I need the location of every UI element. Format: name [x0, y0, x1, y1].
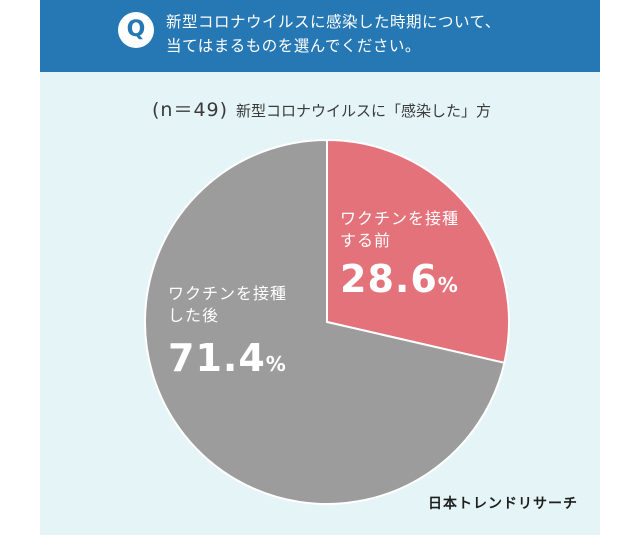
slice-value-before: 28.6% [340, 257, 459, 301]
pie-chart [144, 138, 510, 505]
slice-value-after-number: 71.4 [168, 336, 266, 380]
slice-label-after: ワクチンを接種 した後 [168, 284, 288, 325]
brand-logo-text: 日本トレンドリサーチ [428, 496, 578, 512]
slice-label-before: ワクチンを接種 する前 [340, 209, 460, 250]
slice-value-after-unit: % [265, 352, 287, 376]
question-badge: Q [118, 12, 154, 48]
infographic-card: Q 新型コロナウイルスに感染した時期について、 当てはまるものを選んでください。… [40, 0, 600, 535]
pie-slice-after-vaccination [144, 138, 506, 505]
slice-value-before-unit: % [437, 273, 459, 297]
slice-value-after: 71.4% [168, 336, 287, 380]
respondent-group-label: 新型コロナウイルスに「感染した」方 [236, 102, 492, 120]
question-header: Q 新型コロナウイルスに感染した時期について、 当てはまるものを選んでください。 [40, 0, 600, 72]
slice-value-before-number: 28.6 [340, 257, 438, 301]
chart-subtitle: (n＝49) 新型コロナウイルスに「感染した」方 [152, 95, 491, 122]
pie-slice-before-vaccination [326, 138, 510, 365]
question-text: 新型コロナウイルスに感染した時期について、 当てはまるものを選んでください。 [166, 13, 501, 55]
sample-size: (n＝49) [152, 99, 229, 121]
